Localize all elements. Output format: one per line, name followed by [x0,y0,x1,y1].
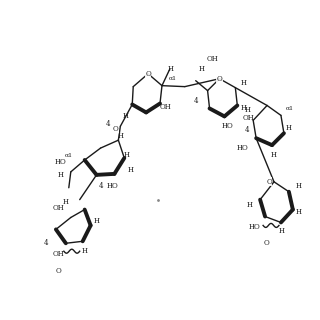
Text: α1: α1 [169,76,177,81]
Text: O: O [113,125,118,133]
Text: H: H [240,104,246,112]
Text: HO: HO [248,223,260,231]
Text: O: O [56,267,62,275]
Text: H: H [82,247,88,255]
Text: OH: OH [242,114,254,122]
Text: H: H [279,228,285,236]
Text: H: H [296,208,302,216]
Text: 4: 4 [245,126,250,134]
Text: HO: HO [236,144,248,152]
Text: H: H [246,201,252,209]
Text: OH: OH [160,103,172,111]
Text: H: H [271,151,277,159]
Text: H: H [244,107,250,115]
Text: H: H [93,218,100,226]
Text: HO: HO [221,122,233,130]
Text: OH: OH [207,55,219,63]
Text: H: H [117,132,123,140]
Text: HO: HO [107,182,118,190]
Text: H: H [122,112,128,120]
Text: H: H [63,198,69,206]
Text: O: O [263,239,269,247]
Text: H: H [286,124,292,132]
Text: H: H [127,166,133,174]
Text: 4: 4 [106,120,111,128]
Text: α1: α1 [286,106,294,111]
Text: H: H [123,151,129,159]
Text: OH: OH [53,250,65,258]
Text: O: O [266,178,272,186]
Text: H: H [199,65,204,73]
Text: 4: 4 [98,182,103,190]
Text: α1: α1 [65,153,73,157]
Text: H: H [296,182,302,190]
Text: O: O [217,75,222,83]
Text: HO: HO [55,158,67,166]
Text: 4: 4 [44,239,48,247]
Text: OH: OH [53,204,65,212]
Text: H: H [240,79,246,87]
Text: H: H [58,171,64,179]
Text: H: H [168,65,174,73]
Text: 4: 4 [193,97,198,105]
Text: O: O [145,70,151,78]
